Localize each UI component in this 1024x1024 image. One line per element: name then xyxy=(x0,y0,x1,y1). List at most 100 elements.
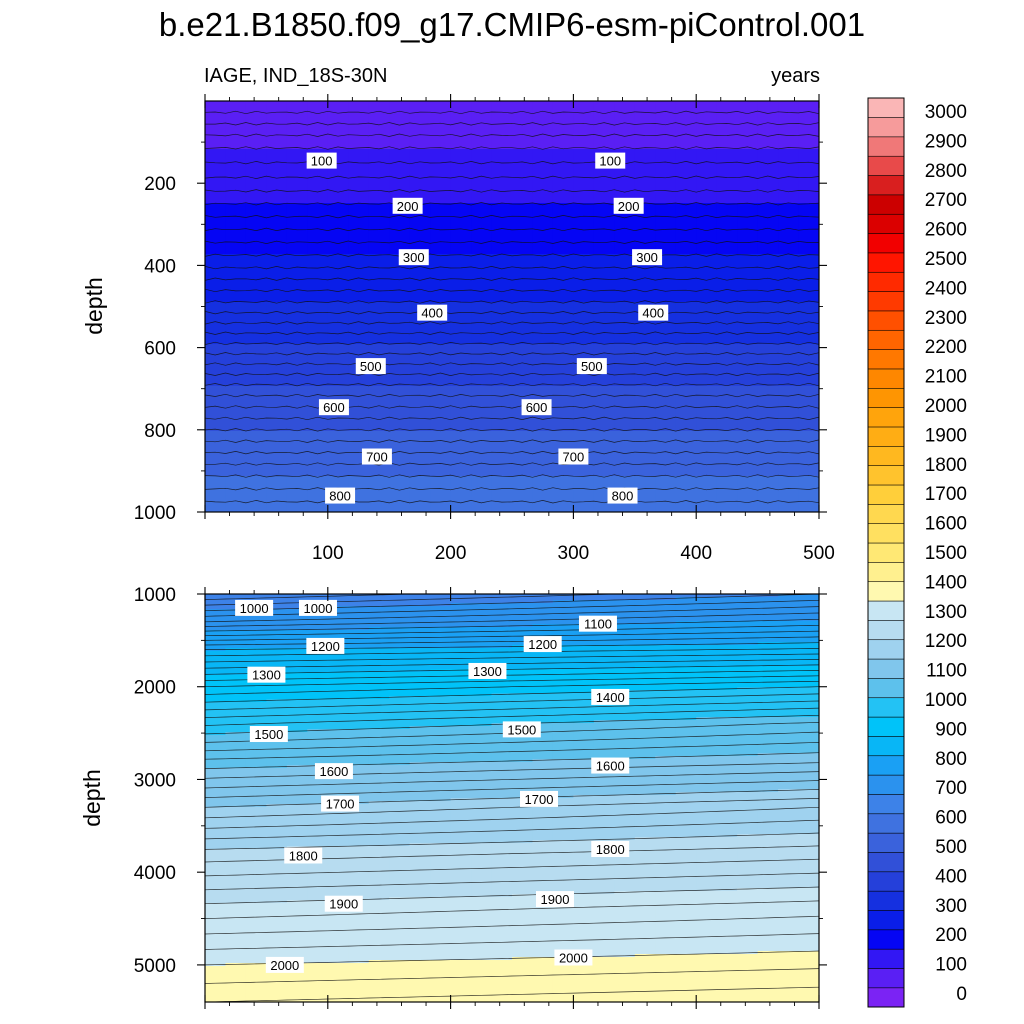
contour-fill-cell xyxy=(552,161,574,165)
contour-fill-cell xyxy=(491,497,513,501)
contour-fill-cell xyxy=(512,185,534,189)
contour-fill-cell xyxy=(430,425,452,429)
contour-fill-cell xyxy=(205,185,227,189)
contour-fill-cell xyxy=(737,299,759,303)
contour-fill-cell xyxy=(512,654,534,658)
contour-fill-cell xyxy=(245,479,267,483)
contour-fill-cell xyxy=(205,236,227,240)
contour-fill-cell xyxy=(389,368,411,372)
contour-fill-cell xyxy=(327,660,349,664)
contour-fill-cell xyxy=(737,287,759,291)
contour-fill-cell xyxy=(778,416,800,420)
contour-fill-cell xyxy=(737,149,759,153)
contour-fill-cell xyxy=(716,251,738,255)
contour-fill-cell xyxy=(491,615,513,619)
contour-fill-cell xyxy=(675,323,697,327)
contour-fill-cell xyxy=(430,287,452,291)
contour-fill-cell xyxy=(368,401,390,405)
contour-fill-cell xyxy=(798,606,819,610)
contour-fill-cell xyxy=(307,362,329,366)
contour-fill-cell xyxy=(286,606,308,610)
contour-fill-cell xyxy=(716,158,738,162)
contour-fill-cell xyxy=(634,296,656,300)
contour-fill-cell xyxy=(307,233,329,237)
contour-fill-cell xyxy=(205,140,227,144)
contour-fill-cell xyxy=(798,449,819,453)
contour-fill-cell xyxy=(389,134,411,138)
contour-fill-cell xyxy=(471,305,493,309)
contour-fill-cell xyxy=(696,338,718,342)
contour-fill-cell xyxy=(552,654,574,658)
contour-fill-cell xyxy=(266,230,288,234)
contour-fill-cell xyxy=(491,380,513,384)
contour-fill-cell xyxy=(716,317,738,321)
contour-fill-cell xyxy=(552,143,574,147)
contour-fill-cell xyxy=(368,212,390,216)
contour-fill-cell xyxy=(266,624,288,628)
contour-fill-cell xyxy=(614,317,636,321)
contour-fill-cell xyxy=(757,128,779,132)
contour-fill-cell xyxy=(368,392,390,396)
contour-fill-cell xyxy=(696,509,718,512)
contour-fill-cell xyxy=(327,245,349,249)
contour-fill-cell xyxy=(450,666,472,670)
contour-fill-cell xyxy=(512,386,534,390)
contour-fill-cell xyxy=(430,128,452,132)
contour-fill-cell xyxy=(573,266,595,270)
contour-fill-cell xyxy=(634,329,656,333)
contour-fill-cell xyxy=(450,152,472,156)
contour-fill-cell xyxy=(205,461,227,465)
contour-fill-cell xyxy=(430,119,452,123)
contour-fill-cell xyxy=(368,380,390,384)
contour-fill-cell xyxy=(757,401,779,405)
contour-fill-cell xyxy=(491,479,513,483)
contour-fill-cell xyxy=(430,464,452,468)
contour-fill-cell xyxy=(778,362,800,366)
contour-fill-cell xyxy=(675,149,697,153)
contour-fill-cell xyxy=(471,227,493,231)
contour-fill-cell xyxy=(532,287,554,291)
contour-fill-cell xyxy=(225,485,247,489)
contour-fill-cell xyxy=(307,326,329,330)
contour-fill-cell xyxy=(573,209,595,213)
contour-fill-cell xyxy=(798,422,819,426)
contour-fill-cell xyxy=(512,440,534,444)
contour-fill-cell xyxy=(471,155,493,159)
contour-fill-cell xyxy=(675,125,697,129)
contour-fill-cell xyxy=(389,311,411,315)
contour-fill-cell xyxy=(471,431,493,435)
contour-fill-cell xyxy=(675,449,697,453)
y-tick-label: 600 xyxy=(144,339,176,360)
contour-fill-cell xyxy=(778,356,800,360)
contour-fill-cell xyxy=(778,603,800,607)
contour-fill-cell xyxy=(757,164,779,168)
contour-fill-cell xyxy=(593,293,615,297)
contour-fill-cell xyxy=(307,314,329,318)
contour-fill-cell xyxy=(778,413,800,417)
contour-fill-cell xyxy=(757,302,779,306)
contour-fill-cell xyxy=(757,149,779,153)
contour-fill-cell xyxy=(593,488,615,492)
contour-fill-cell xyxy=(737,233,759,237)
contour-fill-cell xyxy=(430,164,452,168)
contour-fill-cell xyxy=(675,491,697,495)
contour-fill-cell xyxy=(716,497,738,501)
contour-fill-cell xyxy=(512,609,534,613)
contour-fill-cell xyxy=(450,473,472,477)
contour-fill-cell xyxy=(286,440,308,444)
contour-fill-cell xyxy=(409,434,431,438)
contour-fill-cell xyxy=(430,341,452,345)
contour-fill-cell xyxy=(614,305,636,309)
contour-fill-cell xyxy=(696,122,718,126)
contour-fill-cell xyxy=(266,266,288,270)
contour-fill-cell xyxy=(348,131,370,135)
contour-fill-cell xyxy=(409,392,431,396)
contour-fill-cell xyxy=(778,335,800,339)
contour-fill-cell xyxy=(307,377,329,381)
contour-fill-cell xyxy=(634,140,656,144)
contour-fill-cell xyxy=(573,113,595,117)
contour-fill-cell xyxy=(348,594,370,598)
contour-fill-cell xyxy=(368,485,390,489)
contour-fill-cell xyxy=(573,374,595,378)
contour-fill-cell xyxy=(655,212,677,216)
